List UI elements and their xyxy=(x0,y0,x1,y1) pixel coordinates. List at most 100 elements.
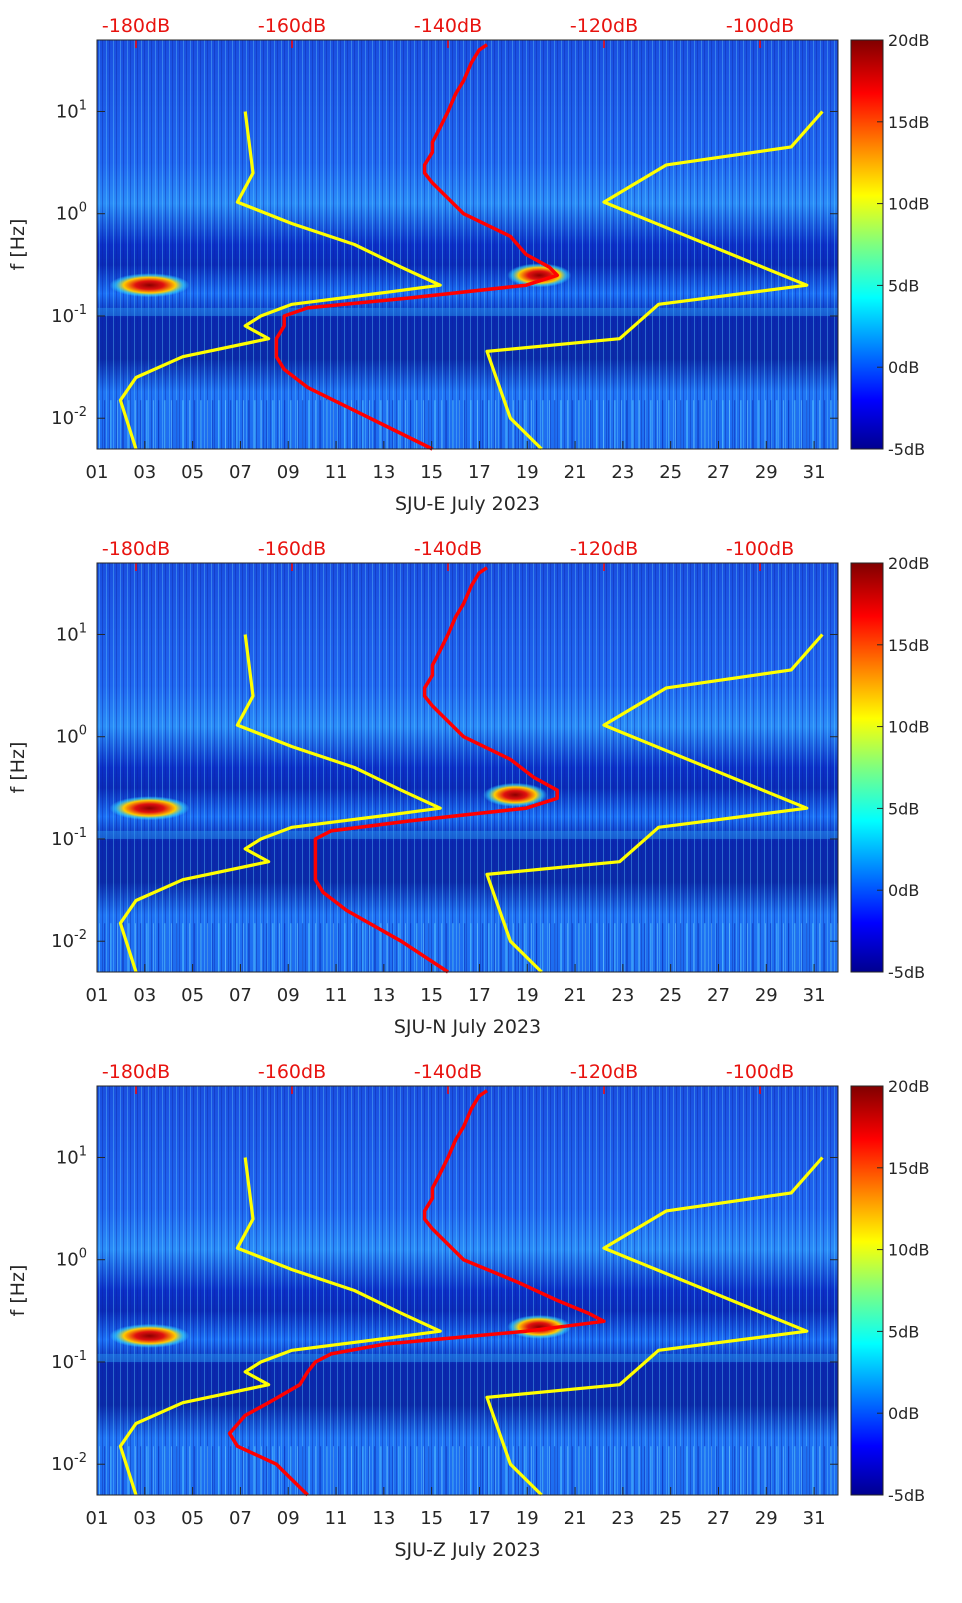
low-frequency-band xyxy=(97,400,838,449)
x-tick-label: 17 xyxy=(468,985,491,1006)
spectrogram-texture xyxy=(97,40,838,449)
spectrogram-texture xyxy=(97,1086,838,1495)
x-tick-label: 25 xyxy=(659,462,682,483)
x-tick-label: 07 xyxy=(229,462,252,483)
x-tick-label: 21 xyxy=(564,985,587,1006)
yellow-low-noise-model xyxy=(118,634,442,973)
x-tick-label: 21 xyxy=(564,462,587,483)
y-tick-label: 100 xyxy=(56,1247,87,1271)
x-tick-label: 03 xyxy=(133,462,156,483)
top-axis-label: -140dB xyxy=(414,538,482,560)
colorbar-label: 10dB xyxy=(888,1241,930,1260)
x-axis-label: SJU-E July 2023 xyxy=(395,493,540,515)
colorbar-label: 20dB xyxy=(888,1077,930,1096)
x-tick-label: 13 xyxy=(372,462,395,483)
top-axis-label: -100dB xyxy=(726,15,794,37)
low-frequency-band xyxy=(97,1446,838,1495)
x-tick-label: 25 xyxy=(659,1508,682,1529)
y-axis-label: f [Hz] xyxy=(7,219,29,271)
colorbar-label: -5dB xyxy=(888,440,925,459)
x-tick-label: 05 xyxy=(181,462,204,483)
x-tick-label: 09 xyxy=(277,985,300,1006)
colorbar-label: 10dB xyxy=(888,718,930,737)
y-tick-label: 10-1 xyxy=(51,303,87,327)
x-tick-label: 23 xyxy=(611,1508,634,1529)
colorbar-label: 10dB xyxy=(888,195,930,214)
colorbar-label: 0dB xyxy=(888,1404,919,1423)
yellow-low-noise-model xyxy=(118,1157,442,1496)
x-tick-label: 15 xyxy=(420,985,443,1006)
x-tick-label: 31 xyxy=(803,985,826,1006)
y-axis-label: f [Hz] xyxy=(7,1265,29,1317)
red-psd-curve xyxy=(227,1089,606,1497)
x-tick-label: 13 xyxy=(372,1508,395,1529)
x-tick-label: 11 xyxy=(325,462,348,483)
plot-frame xyxy=(96,1085,839,1496)
x-tick-label: 23 xyxy=(611,462,634,483)
colorbar-label: 15dB xyxy=(888,113,930,132)
x-tick-label: 13 xyxy=(372,985,395,1006)
top-axis-label: -180dB xyxy=(102,1061,170,1083)
panel-2: -180dB -160dB -140dB -120dB -100dB 101 100 10-1… xyxy=(7,538,930,1038)
panel-1: -180dB -160dB -140dB -120dB -100dB 101 100 10-1… xyxy=(7,15,930,515)
top-axis-label: -120dB xyxy=(570,538,638,560)
x-tick-label: 27 xyxy=(707,1508,730,1529)
y-axis-label: f [Hz] xyxy=(7,742,29,794)
x-tick-label: 07 xyxy=(229,1508,252,1529)
x-axis-label: SJU-N July 2023 xyxy=(394,1016,541,1038)
top-axis-label: -140dB xyxy=(414,15,482,37)
x-tick-label: 01 xyxy=(86,1508,109,1529)
plot-frame xyxy=(96,562,839,973)
spectral-peak-1 xyxy=(109,1323,190,1348)
y-tick-label: 100 xyxy=(56,201,87,225)
top-axis-label: -120dB xyxy=(570,15,638,37)
top-axis-label: -160dB xyxy=(258,15,326,37)
x-tick-label: 31 xyxy=(803,462,826,483)
top-axis-label: -160dB xyxy=(258,538,326,560)
colorbar-label: 15dB xyxy=(888,636,930,655)
x-tick-label: 17 xyxy=(468,1508,491,1529)
plot-frame xyxy=(96,39,839,450)
top-axis-label: -180dB xyxy=(102,15,170,37)
x-tick-label: 15 xyxy=(420,1508,443,1529)
top-axis-label: -180dB xyxy=(102,538,170,560)
colorbar-label: 5dB xyxy=(888,1322,919,1341)
top-axis-label: -100dB xyxy=(726,538,794,560)
yellow-high-noise-model xyxy=(485,633,824,974)
colorbar xyxy=(850,562,884,973)
x-tick-label: 19 xyxy=(516,1508,539,1529)
x-tick-label: 29 xyxy=(755,462,778,483)
x-tick-label: 27 xyxy=(707,462,730,483)
x-tick-label: 11 xyxy=(325,1508,348,1529)
colorbar-label: 0dB xyxy=(888,358,919,377)
top-axis-label: -120dB xyxy=(570,1061,638,1083)
y-tick-label: 101 xyxy=(56,1144,87,1168)
x-tick-label: 29 xyxy=(755,1508,778,1529)
x-axis-label: SJU-Z July 2023 xyxy=(394,1539,540,1561)
colorbar-label: -5dB xyxy=(888,963,925,982)
x-tick-label: 01 xyxy=(86,462,109,483)
x-tick-label: 27 xyxy=(707,985,730,1006)
y-tick-label: 10-2 xyxy=(51,928,87,952)
colorbar-label: 0dB xyxy=(888,881,919,900)
top-axis-label: -160dB xyxy=(258,1061,326,1083)
microseism-band xyxy=(97,830,838,839)
x-tick-label: 21 xyxy=(564,1508,587,1529)
x-tick-label: 23 xyxy=(611,985,634,1006)
low-frequency-band xyxy=(97,923,838,972)
top-axis-label: -100dB xyxy=(726,1061,794,1083)
colorbar xyxy=(850,39,884,450)
top-axis-label: -140dB xyxy=(414,1061,482,1083)
y-tick-label: 101 xyxy=(56,621,87,645)
y-tick-label: 100 xyxy=(56,724,87,748)
x-tick-label: 03 xyxy=(133,1508,156,1529)
x-tick-label: 19 xyxy=(516,985,539,1006)
x-tick-label: 05 xyxy=(181,985,204,1006)
x-tick-label: 31 xyxy=(803,1508,826,1529)
y-tick-label: 10-1 xyxy=(51,1349,87,1373)
x-tick-label: 17 xyxy=(468,462,491,483)
microseism-band xyxy=(97,307,838,316)
x-tick-label: 01 xyxy=(86,985,109,1006)
x-tick-label: 09 xyxy=(277,1508,300,1529)
